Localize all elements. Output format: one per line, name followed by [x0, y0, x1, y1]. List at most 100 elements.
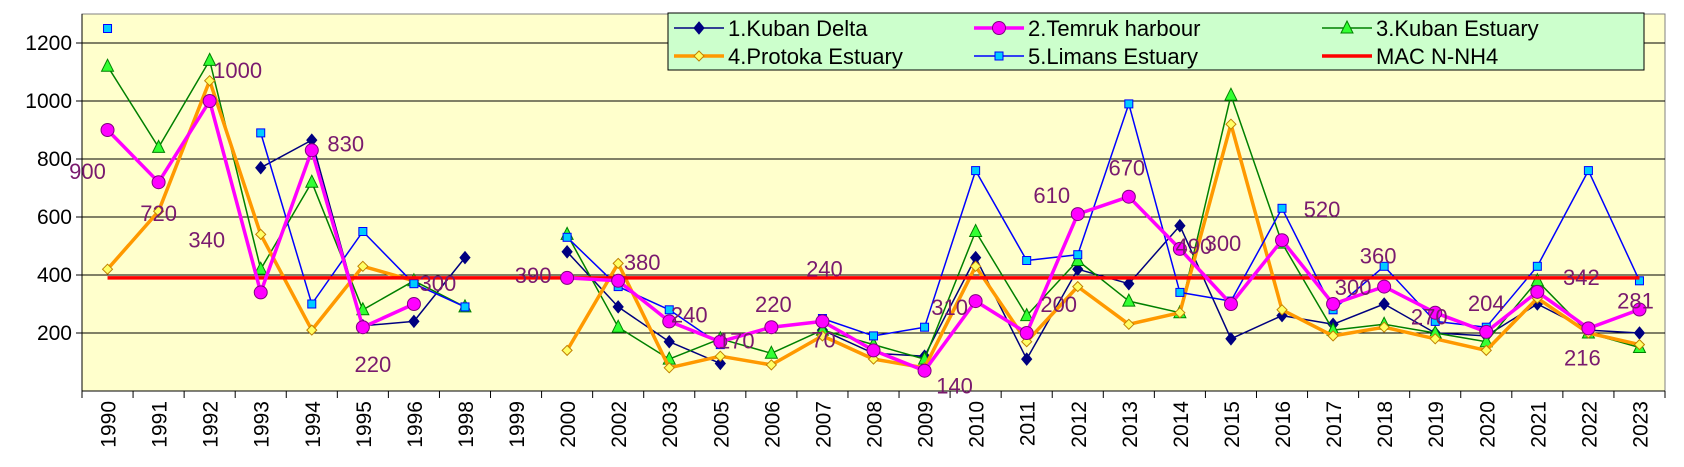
marker-square	[1277, 203, 1287, 213]
marker-triangle	[1019, 307, 1034, 322]
marker-diamond	[663, 362, 675, 374]
marker-circle	[968, 294, 983, 309]
x-tick-label: 2015	[1221, 401, 1244, 448]
data-label: 220	[755, 292, 792, 317]
marker-diamond	[1378, 297, 1390, 311]
marker-circle	[202, 94, 217, 108]
series-line	[567, 194, 1641, 373]
axes: 200 400 600 800 1000 1200 1990 1991 1992 1993 1994…	[25, 14, 1666, 448]
marker-square	[256, 128, 266, 138]
marker-diamond	[1276, 304, 1288, 316]
marker-diamond	[663, 334, 675, 349]
legend-label: 5.Limans Estuary	[1028, 44, 1198, 69]
series-line	[566, 236, 721, 346]
x-tick-label: 2019	[1425, 401, 1448, 448]
legend-item: 4.Protoka Estuary	[674, 44, 903, 69]
marker-circle	[866, 343, 881, 358]
data-label: 340	[188, 227, 225, 252]
marker-square	[1022, 256, 1032, 265]
marker-diamond	[1225, 332, 1237, 346]
data-label: 204	[1468, 291, 1505, 316]
legend-item: 3.Kuban Estuary	[1322, 16, 1539, 41]
marker-diamond	[714, 350, 727, 362]
marker-square	[562, 232, 572, 242]
series-line	[566, 94, 1640, 360]
data-label: 520	[1304, 197, 1341, 222]
data-label: 70	[811, 328, 835, 353]
marker-circle	[917, 363, 932, 378]
marker-circle	[1479, 324, 1494, 339]
y-tick-label: 800	[37, 148, 72, 171]
plot-area	[81, 13, 1666, 392]
marker-diamond	[1021, 352, 1033, 366]
marker-diamond	[1174, 218, 1186, 233]
marker-circle	[355, 320, 370, 335]
marker-diamond	[1174, 306, 1186, 319]
marker-circle	[406, 297, 421, 311]
marker-diamond	[1633, 338, 1646, 351]
marker-circle	[1632, 302, 1647, 317]
x-tick-label: 2011	[1017, 401, 1040, 446]
data-label: 270	[1411, 305, 1448, 330]
x-tick-label: 2002	[608, 401, 631, 448]
marker-diamond	[1123, 276, 1135, 291]
marker-diamond	[306, 324, 318, 336]
data-label: 1000	[213, 58, 262, 83]
data-label: 360	[1360, 244, 1397, 269]
x-tick-label: 2016	[1272, 401, 1295, 448]
data-label: 281	[1617, 289, 1654, 314]
data-label: 240	[671, 302, 708, 327]
series-group	[100, 24, 1647, 378]
x-tick-label: 1990	[98, 401, 121, 448]
x-tick-label: 1998	[455, 401, 478, 448]
marker-diamond	[408, 314, 420, 329]
plot-background	[81, 13, 1666, 392]
marker-triangle	[764, 345, 779, 359]
marker-diamond	[612, 257, 624, 270]
series-2	[100, 94, 1647, 378]
marker-triangle	[253, 261, 268, 275]
x-tick-label: 2009	[915, 401, 938, 448]
data-label: 670	[1108, 156, 1145, 181]
marker-square	[920, 322, 930, 332]
data-label: 300	[1335, 275, 1372, 300]
x-tick-label: 2017	[1323, 401, 1346, 448]
y-tick-label: 1000	[25, 90, 72, 113]
x-tick-label: 1995	[353, 401, 376, 448]
marker-square	[307, 299, 317, 309]
x-tick-label: 1996	[404, 401, 427, 448]
legend-item: 2.Temruk harbour	[974, 16, 1200, 41]
marker-triangle	[100, 58, 115, 72]
x-tick-label: 2012	[1068, 401, 1091, 448]
data-label: 300	[420, 271, 457, 296]
x-tick-label: 2007	[812, 401, 835, 448]
marker-square	[664, 305, 674, 315]
marker-circle	[1121, 189, 1136, 204]
marker-circle	[611, 273, 626, 288]
data-label: 170	[718, 329, 755, 354]
marker-circle	[662, 314, 677, 329]
marker-diamond	[255, 160, 267, 175]
x-tick-label: 2005	[710, 401, 733, 448]
legend-label: MAC N-NH4	[1376, 44, 1498, 69]
marker-diamond	[357, 260, 369, 273]
marker-triangle	[202, 52, 217, 66]
marker-diamond	[1378, 321, 1390, 333]
marker-diamond	[459, 250, 471, 265]
marker-diamond	[714, 356, 726, 371]
marker-diamond	[1123, 318, 1135, 331]
series-line	[565, 122, 1640, 370]
x-tick-label: 2000	[557, 401, 580, 448]
marker-square	[1379, 261, 1389, 271]
marker-diamond	[1225, 118, 1237, 130]
marker-circle	[1377, 279, 1392, 294]
marker-diamond	[152, 205, 165, 217]
y-tick-label: 400	[37, 264, 72, 287]
marker-circle	[304, 143, 319, 158]
x-tick-label: 2021	[1527, 401, 1550, 448]
marker-triangle	[1070, 252, 1085, 266]
marker-diamond	[203, 74, 216, 87]
marker-diamond	[693, 21, 705, 35]
legend-item: 1.Kuban Delta	[674, 16, 868, 41]
legend-item: MAC N-NH4	[1322, 44, 1498, 69]
